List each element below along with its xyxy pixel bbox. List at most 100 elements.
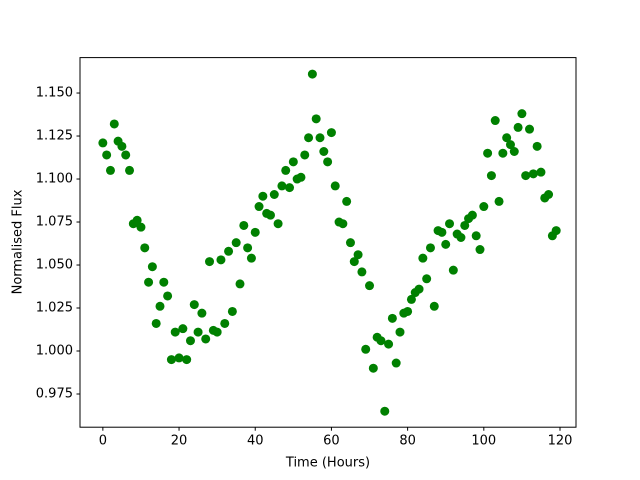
data-point [414, 284, 424, 294]
data-point [342, 196, 352, 206]
data-point [505, 140, 515, 150]
x-tick-label: 0 [99, 434, 107, 449]
data-point [391, 358, 401, 368]
data-point [536, 167, 546, 177]
data-point [205, 257, 215, 267]
data-point [117, 141, 127, 151]
data-point [315, 133, 325, 143]
data-point [403, 306, 413, 316]
data-point [231, 238, 241, 248]
data-point [486, 171, 496, 181]
data-point [323, 157, 333, 167]
data-point [105, 165, 115, 175]
data-point [475, 245, 485, 255]
data-point [174, 353, 184, 363]
data-point [528, 169, 538, 179]
data-point [460, 220, 470, 230]
data-point [445, 219, 455, 229]
data-point [406, 294, 416, 304]
y-tick-label: 0.975 [36, 387, 73, 402]
data-point [307, 69, 317, 79]
x-tick-label: 20 [171, 434, 188, 449]
data-point [243, 243, 253, 253]
y-axis-label: Normalised Flux [11, 189, 26, 294]
data-point [456, 232, 466, 242]
y-tick-label: 1.000 [36, 344, 73, 359]
data-point [250, 227, 260, 237]
data-point [277, 181, 287, 191]
data-point [532, 141, 542, 151]
data-point [330, 181, 340, 191]
data-point [345, 238, 355, 248]
data-point [513, 122, 523, 132]
data-point [132, 215, 142, 225]
data-point [288, 157, 298, 167]
data-point [166, 355, 176, 365]
y-tick-label: 1.100 [36, 172, 73, 187]
data-point [521, 171, 531, 181]
data-point [494, 196, 504, 206]
data-point [159, 277, 169, 287]
x-axis-label: Time (Hours) [285, 456, 370, 471]
data-point [246, 253, 256, 263]
data-point [380, 406, 390, 416]
data-point [121, 150, 131, 160]
data-point [319, 147, 329, 157]
data-point [151, 318, 161, 328]
data-point [525, 124, 535, 134]
data-point [144, 277, 154, 287]
data-point [269, 190, 279, 200]
data-point [365, 281, 375, 291]
data-point [254, 202, 264, 212]
x-tick-label: 100 [471, 434, 496, 449]
data-point [353, 250, 363, 260]
data-point [147, 262, 157, 272]
y-tick-label: 1.050 [36, 258, 73, 273]
data-point [395, 327, 405, 337]
data-point [349, 257, 359, 267]
data-point [140, 243, 150, 253]
data-point [197, 308, 207, 318]
data-point [125, 165, 135, 175]
y-tick-label: 1.025 [36, 301, 73, 316]
data-point [258, 191, 268, 201]
data-point [311, 114, 321, 124]
data-point [201, 334, 211, 344]
data-point [357, 267, 367, 277]
data-point [273, 219, 283, 229]
data-point [544, 190, 554, 200]
data-point [483, 148, 493, 158]
data-point [98, 138, 108, 148]
data-point [193, 327, 203, 337]
data-point [517, 109, 527, 119]
data-point [136, 222, 146, 232]
data-point [326, 128, 336, 138]
data-point [163, 291, 173, 301]
data-point [220, 318, 230, 328]
data-point [502, 133, 512, 143]
data-point [227, 306, 237, 316]
data-point [285, 183, 295, 193]
data-point [224, 246, 234, 256]
data-point [102, 150, 112, 160]
data-point [448, 265, 458, 275]
y-tick-label: 1.150 [36, 86, 73, 101]
data-point [441, 239, 451, 249]
data-point [155, 301, 165, 311]
x-tick-label: 80 [399, 434, 416, 449]
data-point [551, 226, 561, 236]
data-point [471, 231, 481, 241]
data-point [170, 327, 180, 337]
data-point [387, 313, 397, 323]
x-tick-label: 40 [247, 434, 264, 449]
data-point [509, 147, 519, 157]
data-point [235, 279, 245, 289]
data-point [418, 253, 428, 263]
data-point [182, 355, 192, 365]
data-point [422, 274, 432, 284]
data-point [178, 324, 188, 334]
data-point [216, 255, 226, 265]
data-point [490, 116, 500, 126]
data-point [265, 210, 275, 220]
